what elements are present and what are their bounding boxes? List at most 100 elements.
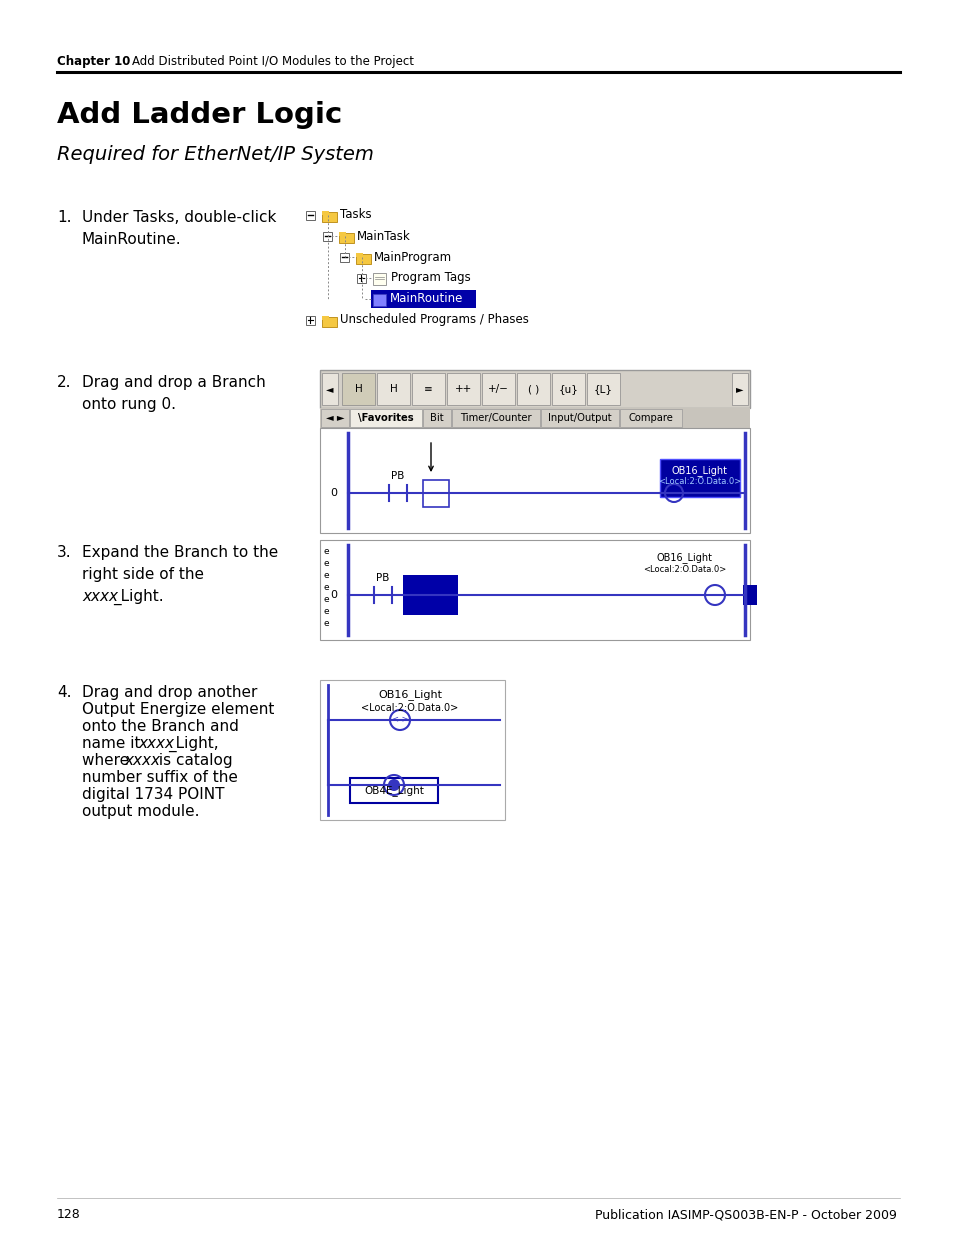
Text: PB: PB — [391, 471, 404, 480]
Text: MainTask: MainTask — [356, 230, 411, 242]
Text: Bit: Bit — [430, 412, 443, 424]
Text: Timer/Counter: Timer/Counter — [459, 412, 531, 424]
Text: Expand the Branch to the
right side of the: Expand the Branch to the right side of t… — [82, 545, 278, 582]
FancyBboxPatch shape — [323, 232, 332, 241]
Text: H: H — [355, 384, 362, 394]
FancyBboxPatch shape — [552, 373, 584, 405]
FancyBboxPatch shape — [355, 254, 371, 264]
Text: Required for EtherNet/IP System: Required for EtherNet/IP System — [57, 146, 374, 164]
FancyBboxPatch shape — [447, 373, 479, 405]
Text: Under Tasks, double-click
MainRoutine.: Under Tasks, double-click MainRoutine. — [82, 210, 276, 247]
Text: xxxx: xxxx — [82, 589, 118, 604]
Text: {L}: {L} — [594, 384, 613, 394]
Text: Tasks: Tasks — [339, 209, 372, 221]
Text: where: where — [82, 753, 133, 768]
Text: output module.: output module. — [82, 804, 199, 819]
FancyBboxPatch shape — [373, 294, 386, 306]
Text: Unscheduled Programs / Phases: Unscheduled Programs / Phases — [339, 314, 528, 326]
Text: number suffix of the: number suffix of the — [82, 769, 237, 785]
Text: Chapter 10: Chapter 10 — [57, 56, 131, 68]
FancyBboxPatch shape — [402, 576, 457, 615]
Text: e: e — [323, 547, 329, 557]
FancyBboxPatch shape — [341, 373, 375, 405]
FancyBboxPatch shape — [339, 253, 349, 262]
Text: 3.: 3. — [57, 545, 71, 559]
FancyBboxPatch shape — [452, 409, 539, 427]
Text: is catalog: is catalog — [153, 753, 233, 768]
Text: ►: ► — [736, 384, 743, 394]
Text: 1.: 1. — [57, 210, 71, 225]
Text: OB4E_Light: OB4E_Light — [364, 785, 423, 797]
Text: Program Tags: Program Tags — [391, 272, 470, 284]
FancyBboxPatch shape — [322, 317, 336, 327]
Text: <Local:2:O.Data.0>: <Local:2:O.Data.0> — [642, 566, 726, 574]
Text: OB16_Light: OB16_Light — [671, 466, 727, 477]
Text: 2.: 2. — [57, 375, 71, 390]
FancyBboxPatch shape — [586, 373, 619, 405]
Text: _Light,: _Light, — [168, 736, 218, 752]
Text: digital 1734 POINT: digital 1734 POINT — [82, 787, 224, 802]
FancyBboxPatch shape — [322, 373, 337, 405]
Text: ◄: ◄ — [326, 384, 334, 394]
Text: 0: 0 — [330, 488, 337, 498]
FancyBboxPatch shape — [319, 408, 749, 429]
FancyBboxPatch shape — [422, 480, 449, 508]
Text: {u}: {u} — [558, 384, 578, 394]
Text: ( ): ( ) — [527, 384, 538, 394]
Text: OB16_Light: OB16_Light — [377, 689, 441, 700]
FancyBboxPatch shape — [517, 373, 550, 405]
Text: e: e — [323, 572, 329, 580]
Text: <Local:2:O.Data.0>: <Local:2:O.Data.0> — [658, 478, 740, 487]
FancyBboxPatch shape — [373, 273, 386, 285]
Text: <Local:2:O.Data.0>: <Local:2:O.Data.0> — [361, 703, 458, 713]
Text: name it: name it — [82, 736, 145, 751]
Text: xxxx: xxxx — [124, 753, 160, 768]
Text: Drag and drop another: Drag and drop another — [82, 685, 257, 700]
FancyBboxPatch shape — [306, 211, 314, 220]
FancyBboxPatch shape — [338, 233, 354, 243]
Text: OB16_Light: OB16_Light — [657, 552, 712, 563]
Text: Drag and drop a Branch
onto rung 0.: Drag and drop a Branch onto rung 0. — [82, 375, 266, 412]
FancyBboxPatch shape — [322, 316, 329, 320]
Text: Add Distributed Point I/O Modules to the Project: Add Distributed Point I/O Modules to the… — [132, 56, 414, 68]
Text: Input/Output: Input/Output — [548, 412, 611, 424]
FancyBboxPatch shape — [319, 370, 749, 408]
Text: ≡: ≡ — [424, 384, 433, 394]
FancyBboxPatch shape — [322, 212, 336, 222]
Text: \Favorites: \Favorites — [357, 412, 414, 424]
Text: onto the Branch and: onto the Branch and — [82, 719, 238, 734]
FancyBboxPatch shape — [481, 373, 515, 405]
Text: PB: PB — [375, 573, 389, 583]
FancyBboxPatch shape — [742, 585, 757, 605]
Circle shape — [388, 779, 399, 790]
Text: 0: 0 — [330, 590, 337, 600]
FancyBboxPatch shape — [350, 778, 437, 803]
FancyBboxPatch shape — [659, 459, 740, 496]
Text: _Light.: _Light. — [112, 589, 164, 605]
Text: Add Ladder Logic: Add Ladder Logic — [57, 101, 342, 128]
FancyBboxPatch shape — [619, 409, 681, 427]
FancyBboxPatch shape — [322, 211, 329, 215]
Text: Output Energize element: Output Energize element — [82, 701, 274, 718]
FancyBboxPatch shape — [540, 409, 618, 427]
Text: +/−: +/− — [488, 384, 508, 394]
Text: H: H — [389, 384, 397, 394]
FancyBboxPatch shape — [319, 680, 504, 820]
FancyBboxPatch shape — [320, 409, 349, 427]
Text: Publication IASIMP-QS003B-EN-P - October 2009: Publication IASIMP-QS003B-EN-P - October… — [595, 1209, 896, 1221]
Text: 128: 128 — [57, 1209, 81, 1221]
FancyBboxPatch shape — [371, 290, 476, 308]
Text: e: e — [323, 620, 329, 629]
FancyBboxPatch shape — [356, 274, 366, 283]
FancyBboxPatch shape — [319, 540, 749, 640]
Text: e: e — [323, 559, 329, 568]
FancyBboxPatch shape — [412, 373, 444, 405]
Text: Compare: Compare — [628, 412, 673, 424]
FancyBboxPatch shape — [376, 373, 410, 405]
FancyBboxPatch shape — [319, 429, 749, 534]
Text: e: e — [323, 595, 329, 604]
FancyBboxPatch shape — [338, 232, 346, 236]
FancyBboxPatch shape — [422, 409, 451, 427]
Text: MainRoutine: MainRoutine — [390, 293, 463, 305]
Text: 4.: 4. — [57, 685, 71, 700]
